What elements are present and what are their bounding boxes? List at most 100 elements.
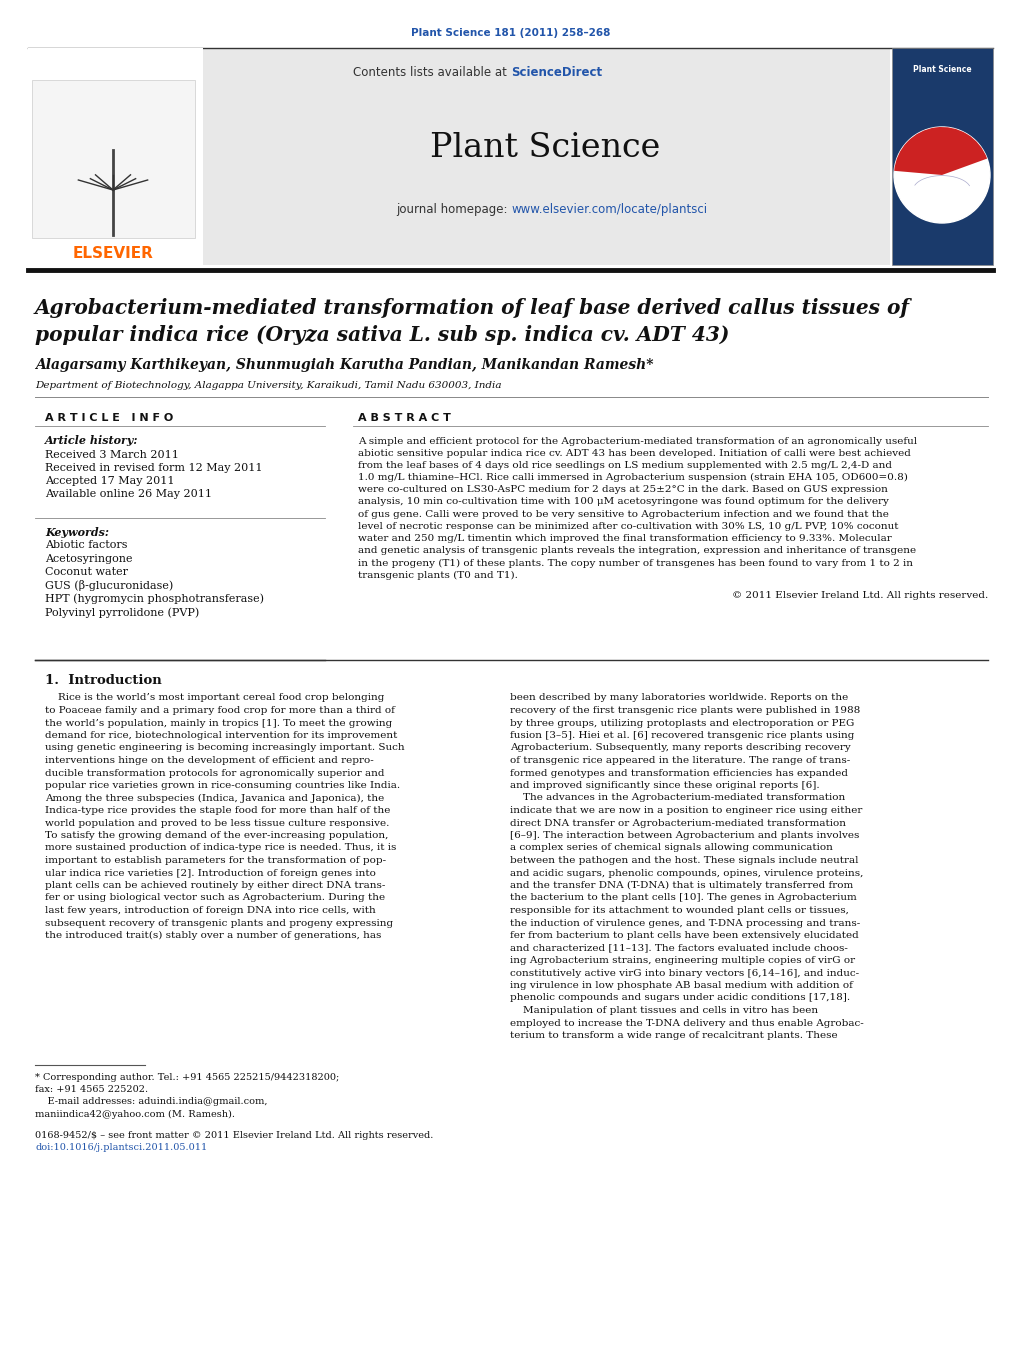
Text: in the progeny (T1) of these plants. The copy number of transgenes has been foun: in the progeny (T1) of these plants. The… <box>358 558 913 567</box>
Text: Plant Science 181 (2011) 258–268: Plant Science 181 (2011) 258–268 <box>411 28 611 38</box>
Text: fer from bacterium to plant cells have been extensively elucidated: fer from bacterium to plant cells have b… <box>510 931 859 940</box>
Text: of transgenic rice appeared in the literature. The range of trans-: of transgenic rice appeared in the liter… <box>510 757 850 765</box>
Text: the introduced trait(s) stably over a number of generations, has: the introduced trait(s) stably over a nu… <box>45 931 382 940</box>
Circle shape <box>894 127 990 223</box>
Text: ular indica rice varieties [2]. Introduction of foreign genes into: ular indica rice varieties [2]. Introduc… <box>45 869 376 878</box>
Bar <box>28 49 203 265</box>
Text: HPT (hygromycin phosphotransferase): HPT (hygromycin phosphotransferase) <box>45 593 264 604</box>
Text: Rice is the world’s most important cereal food crop belonging: Rice is the world’s most important cerea… <box>45 693 384 703</box>
Text: fusion [3–5]. Hiei et al. [6] recovered transgenic rice plants using: fusion [3–5]. Hiei et al. [6] recovered … <box>510 731 855 740</box>
Text: terium to transform a wide range of recalcitrant plants. These: terium to transform a wide range of reca… <box>510 1031 837 1040</box>
Text: Polyvinyl pyrrolidone (PVP): Polyvinyl pyrrolidone (PVP) <box>45 607 199 617</box>
Text: 1.  Introduction: 1. Introduction <box>45 674 161 686</box>
Text: the induction of virulence genes, and T-DNA processing and trans-: the induction of virulence genes, and T-… <box>510 919 861 928</box>
Text: popular indica rice (Oryza sativa L. sub sp. indica cv. ADT 43): popular indica rice (Oryza sativa L. sub… <box>35 326 729 345</box>
Text: doi:10.1016/j.plantsci.2011.05.011: doi:10.1016/j.plantsci.2011.05.011 <box>35 1143 207 1152</box>
Text: [6–9]. The interaction between Agrobacterium and plants involves: [6–9]. The interaction between Agrobacte… <box>510 831 860 840</box>
Text: by three groups, utilizing protoplasts and electroporation or PEG: by three groups, utilizing protoplasts a… <box>510 719 855 727</box>
Text: www.elsevier.com/locate/plantsci: www.elsevier.com/locate/plantsci <box>510 204 708 216</box>
Text: Agrobacterium. Subsequently, many reports describing recovery: Agrobacterium. Subsequently, many report… <box>510 743 850 753</box>
Text: E-mail addresses: aduindi.india@gmail.com,: E-mail addresses: aduindi.india@gmail.co… <box>35 1097 268 1106</box>
Text: Accepted 17 May 2011: Accepted 17 May 2011 <box>45 476 175 486</box>
Text: transgenic plants (T0 and T1).: transgenic plants (T0 and T1). <box>358 570 518 580</box>
Text: fer or using biological vector such as Agrobacterium. During the: fer or using biological vector such as A… <box>45 893 385 902</box>
Text: 1.0 mg/L thiamine–HCl. Rice calli immersed in Agrobacterium suspension (strain E: 1.0 mg/L thiamine–HCl. Rice calli immers… <box>358 473 908 482</box>
Text: Keywords:: Keywords: <box>45 527 109 538</box>
Text: GUS (β-glucuronidase): GUS (β-glucuronidase) <box>45 580 174 590</box>
Text: To satisfy the growing demand of the ever-increasing population,: To satisfy the growing demand of the eve… <box>45 831 388 840</box>
Text: A R T I C L E   I N F O: A R T I C L E I N F O <box>45 413 174 423</box>
Text: between the pathogen and the host. These signals include neutral: between the pathogen and the host. These… <box>510 857 859 865</box>
Text: Alagarsamy Karthikeyan, Shunmugiah Karutha Pandian, Manikandan Ramesh*: Alagarsamy Karthikeyan, Shunmugiah Karut… <box>35 358 653 372</box>
Text: formed genotypes and transformation efficiencies has expanded: formed genotypes and transformation effi… <box>510 769 848 777</box>
Text: direct DNA transfer or Agrobacterium-mediated transformation: direct DNA transfer or Agrobacterium-med… <box>510 819 846 828</box>
Text: Received in revised form 12 May 2011: Received in revised form 12 May 2011 <box>45 463 262 473</box>
Text: and acidic sugars, phenolic compounds, opines, virulence proteins,: and acidic sugars, phenolic compounds, o… <box>510 869 864 878</box>
Text: the world’s population, mainly in tropics [1]. To meet the growing: the world’s population, mainly in tropic… <box>45 719 392 727</box>
Bar <box>200 49 890 265</box>
Wedge shape <box>894 127 987 176</box>
Text: ing virulence in low phosphate AB basal medium with addition of: ing virulence in low phosphate AB basal … <box>510 981 853 990</box>
Text: plant cells can be achieved routinely by either direct DNA trans-: plant cells can be achieved routinely by… <box>45 881 385 890</box>
Text: Plant Science: Plant Science <box>913 65 971 74</box>
Text: Abiotic factors: Abiotic factors <box>45 540 128 550</box>
Text: Indica-type rice provides the staple food for more than half of the: Indica-type rice provides the staple foo… <box>45 807 390 815</box>
Text: the bacterium to the plant cells [10]. The genes in Agrobacterium: the bacterium to the plant cells [10]. T… <box>510 893 857 902</box>
Text: indicate that we are now in a position to engineer rice using either: indicate that we are now in a position t… <box>510 807 863 815</box>
Text: subsequent recovery of transgenic plants and progeny expressing: subsequent recovery of transgenic plants… <box>45 919 393 928</box>
Bar <box>892 49 993 265</box>
Text: Coconut water: Coconut water <box>45 567 128 577</box>
Text: Contents lists available at: Contents lists available at <box>353 66 510 80</box>
Text: 0168-9452/$ – see front matter © 2011 Elsevier Ireland Ltd. All rights reserved.: 0168-9452/$ – see front matter © 2011 El… <box>35 1131 433 1139</box>
Text: and improved significantly since these original reports [6].: and improved significantly since these o… <box>510 781 820 790</box>
Text: phenolic compounds and sugars under acidic conditions [17,18].: phenolic compounds and sugars under acid… <box>510 993 850 1002</box>
Text: ducible transformation protocols for agronomically superior and: ducible transformation protocols for agr… <box>45 769 385 777</box>
Text: using genetic engineering is becoming increasingly important. Such: using genetic engineering is becoming in… <box>45 743 404 753</box>
Text: world population and proved to be less tissue culture responsive.: world population and proved to be less t… <box>45 819 389 828</box>
Text: maniindica42@yahoo.com (M. Ramesh).: maniindica42@yahoo.com (M. Ramesh). <box>35 1109 235 1119</box>
Text: responsible for its attachment to wounded plant cells or tissues,: responsible for its attachment to wounde… <box>510 907 848 915</box>
Text: more sustained production of indica-type rice is needed. Thus, it is: more sustained production of indica-type… <box>45 843 396 852</box>
Text: were co-cultured on LS30-AsPC medium for 2 days at 25±2°C in the dark. Based on : were co-cultured on LS30-AsPC medium for… <box>358 485 888 494</box>
Text: from the leaf bases of 4 days old rice seedlings on LS medium supplemented with : from the leaf bases of 4 days old rice s… <box>358 461 892 470</box>
Text: a complex series of chemical signals allowing communication: a complex series of chemical signals all… <box>510 843 833 852</box>
Text: Available online 26 May 2011: Available online 26 May 2011 <box>45 489 212 499</box>
Text: Department of Biotechnology, Alagappa University, Karaikudi, Tamil Nadu 630003, : Department of Biotechnology, Alagappa Un… <box>35 381 501 389</box>
Text: A simple and efficient protocol for the Agrobacterium-mediated transformation of: A simple and efficient protocol for the … <box>358 436 917 446</box>
Text: The advances in the Agrobacterium-mediated transformation: The advances in the Agrobacterium-mediat… <box>510 793 845 802</box>
Text: interventions hinge on the development of efficient and repro-: interventions hinge on the development o… <box>45 757 374 765</box>
Text: fax: +91 4565 225202.: fax: +91 4565 225202. <box>35 1085 148 1094</box>
Text: Manipulation of plant tissues and cells in vitro has been: Manipulation of plant tissues and cells … <box>510 1006 818 1015</box>
Text: Acetosyringone: Acetosyringone <box>45 554 133 563</box>
Text: Agrobacterium-mediated transformation of leaf base derived callus tissues of: Agrobacterium-mediated transformation of… <box>35 299 910 317</box>
Text: ScienceDirect: ScienceDirect <box>510 66 602 80</box>
Text: demand for rice, biotechnological intervention for its improvement: demand for rice, biotechnological interv… <box>45 731 397 740</box>
Text: and genetic analysis of transgenic plants reveals the integration, expression an: and genetic analysis of transgenic plant… <box>358 546 916 555</box>
Bar <box>32 80 195 238</box>
Text: Article history:: Article history: <box>45 435 139 446</box>
Text: and the transfer DNA (T-DNA) that is ultimately transferred from: and the transfer DNA (T-DNA) that is ult… <box>510 881 854 890</box>
Text: constitutively active virG into binary vectors [6,14–16], and induc-: constitutively active virG into binary v… <box>510 969 859 978</box>
Text: journal homepage:: journal homepage: <box>396 204 510 216</box>
Text: to Poaceae family and a primary food crop for more than a third of: to Poaceae family and a primary food cro… <box>45 707 395 715</box>
Text: last few years, introduction of foreign DNA into rice cells, with: last few years, introduction of foreign … <box>45 907 376 915</box>
Text: Among the three subspecies (Indica, Javanica and Japonica), the: Among the three subspecies (Indica, Java… <box>45 793 384 802</box>
Text: © 2011 Elsevier Ireland Ltd. All rights reserved.: © 2011 Elsevier Ireland Ltd. All rights … <box>732 590 988 600</box>
Text: Received 3 March 2011: Received 3 March 2011 <box>45 450 179 459</box>
Text: analysis, 10 min co-cultivation time with 100 μM acetosyringone was found optimu: analysis, 10 min co-cultivation time wit… <box>358 497 889 507</box>
Text: been described by many laboratories worldwide. Reports on the: been described by many laboratories worl… <box>510 693 848 703</box>
Text: recovery of the first transgenic rice plants were published in 1988: recovery of the first transgenic rice pl… <box>510 707 861 715</box>
Text: ing Agrobacterium strains, engineering multiple copies of virG or: ing Agrobacterium strains, engineering m… <box>510 957 856 965</box>
Text: of gus gene. Calli were proved to be very sensitive to Agrobacterium infection a: of gus gene. Calli were proved to be ver… <box>358 509 889 519</box>
Text: popular rice varieties grown in rice-consuming countries like India.: popular rice varieties grown in rice-con… <box>45 781 400 790</box>
Text: * Corresponding author. Tel.: +91 4565 225215/9442318200;: * Corresponding author. Tel.: +91 4565 2… <box>35 1074 339 1082</box>
Text: employed to increase the T-DNA delivery and thus enable Agrobac-: employed to increase the T-DNA delivery … <box>510 1019 864 1028</box>
Text: and characterized [11–13]. The factors evaluated include choos-: and characterized [11–13]. The factors e… <box>510 943 847 952</box>
Text: level of necrotic response can be minimized after co-cultivation with 30% LS, 10: level of necrotic response can be minimi… <box>358 521 898 531</box>
Text: water and 250 mg/L timentin which improved the final transformation efficiency t: water and 250 mg/L timentin which improv… <box>358 534 891 543</box>
Text: ELSEVIER: ELSEVIER <box>72 246 153 261</box>
Text: A B S T R A C T: A B S T R A C T <box>358 413 451 423</box>
Text: abiotic sensitive popular indica rice cv. ADT 43 has been developed. Initiation : abiotic sensitive popular indica rice cv… <box>358 449 911 458</box>
Text: Plant Science: Plant Science <box>430 132 661 163</box>
Text: important to establish parameters for the transformation of pop-: important to establish parameters for th… <box>45 857 386 865</box>
